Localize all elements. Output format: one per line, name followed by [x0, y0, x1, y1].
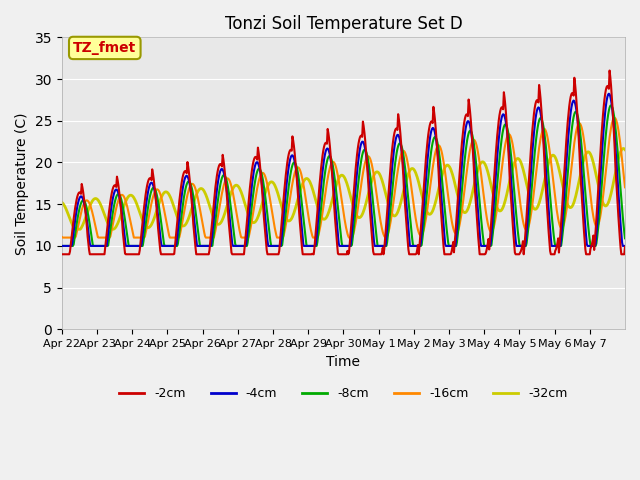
Legend: -2cm, -4cm, -8cm, -16cm, -32cm: -2cm, -4cm, -8cm, -16cm, -32cm [115, 382, 573, 405]
X-axis label: Time: Time [326, 355, 360, 369]
Y-axis label: Soil Temperature (C): Soil Temperature (C) [15, 112, 29, 254]
Title: Tonzi Soil Temperature Set D: Tonzi Soil Temperature Set D [225, 15, 462, 33]
Text: TZ_fmet: TZ_fmet [73, 41, 136, 55]
